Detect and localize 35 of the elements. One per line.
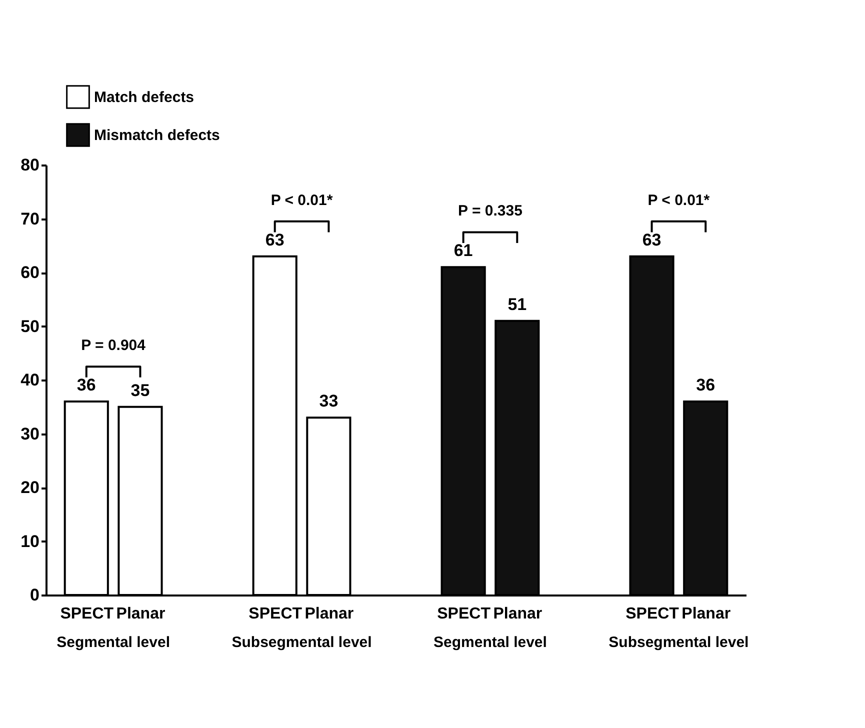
text: Segmental level (434, 634, 547, 651)
text: Subsegmental level (232, 634, 372, 651)
legend-label: Match defects (94, 89, 194, 106)
y-tick-label: 30 (20, 424, 40, 444)
text: Segmental level (56, 634, 170, 651)
data-label: 63 (265, 230, 284, 250)
data-label: 36 (696, 376, 716, 394)
x-tick-label: Planar (682, 606, 731, 622)
data-label: 35 (130, 380, 150, 400)
annotation: P < 0.01* (648, 192, 710, 209)
y-tick-label: 50 (20, 316, 40, 336)
x-tick-label: SPECT (60, 606, 114, 622)
legend-label: Mismatch defects (94, 127, 220, 144)
y-tick-label: 80 (20, 156, 40, 174)
x-tick-label: SPECT (248, 606, 302, 622)
x-tick-label: Planar (493, 606, 542, 622)
x-tick-label: Planar (116, 606, 166, 622)
annotation: P = 0.904 (81, 337, 146, 354)
y-tick-label: 60 (20, 263, 40, 282)
annotation: P < 0.01* (270, 192, 333, 209)
y-tick-label: 70 (20, 209, 40, 228)
y-tick-label: 0 (30, 586, 40, 604)
y-tick-label: 10 (20, 532, 40, 551)
y-tick-label: 40 (20, 370, 40, 390)
x-tick-label: SPECT (437, 606, 491, 622)
data-label: 61 (454, 241, 473, 260)
annotation: P = 0.335 (458, 202, 522, 220)
data-label: 51 (508, 294, 527, 314)
y-tick-label: 20 (20, 478, 40, 497)
data-label: 63 (642, 230, 662, 250)
data-label: 36 (76, 376, 96, 394)
text: Subsegmental level (608, 634, 749, 651)
data-label: 33 (319, 392, 338, 411)
x-tick-label: SPECT (626, 606, 680, 622)
x-tick-label: Planar (304, 606, 354, 622)
